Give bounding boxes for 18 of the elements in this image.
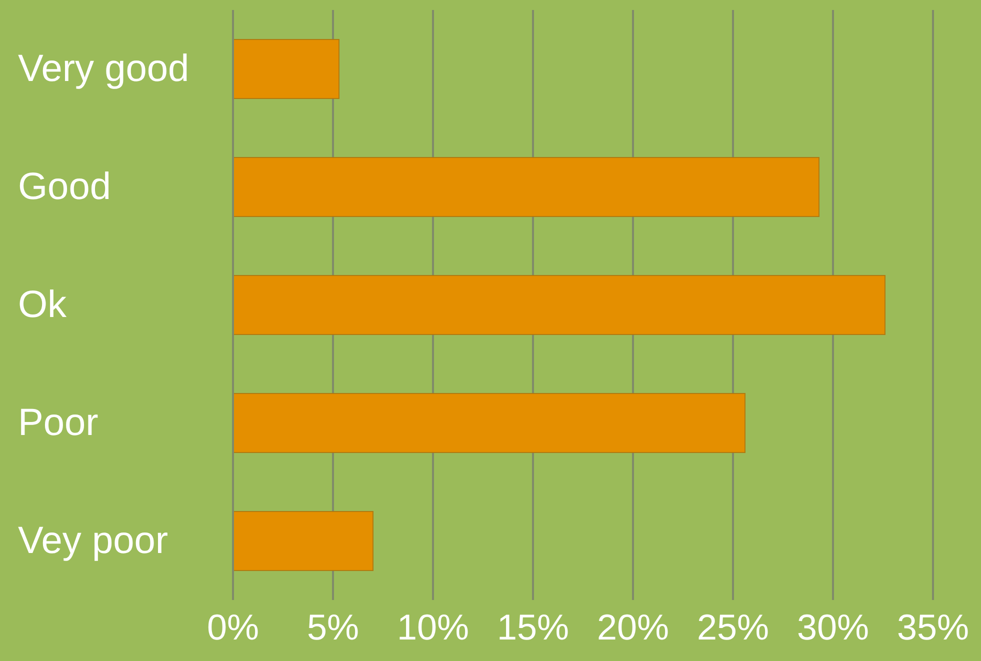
y-tick-label: Vey poor xyxy=(18,520,168,562)
x-tick-label: 20% xyxy=(596,606,670,648)
bar xyxy=(233,393,746,453)
y-tick-label: Poor xyxy=(18,402,99,444)
x-tick-label: 0% xyxy=(206,606,260,648)
y-tick-label: Good xyxy=(18,166,111,208)
bar xyxy=(233,511,374,571)
bar xyxy=(233,39,340,99)
x-tick-label: 25% xyxy=(696,606,770,648)
bar xyxy=(233,157,820,217)
x-tick-label: 5% xyxy=(306,606,360,648)
y-tick-label: Ok xyxy=(18,284,68,326)
x-tick-label: 30% xyxy=(796,606,870,648)
x-tick-label: 15% xyxy=(496,606,570,648)
y-tick-label: Very good xyxy=(18,48,190,90)
x-tick-label: 10% xyxy=(396,606,470,648)
x-tick-label: 35% xyxy=(896,606,970,648)
bar xyxy=(233,275,886,335)
